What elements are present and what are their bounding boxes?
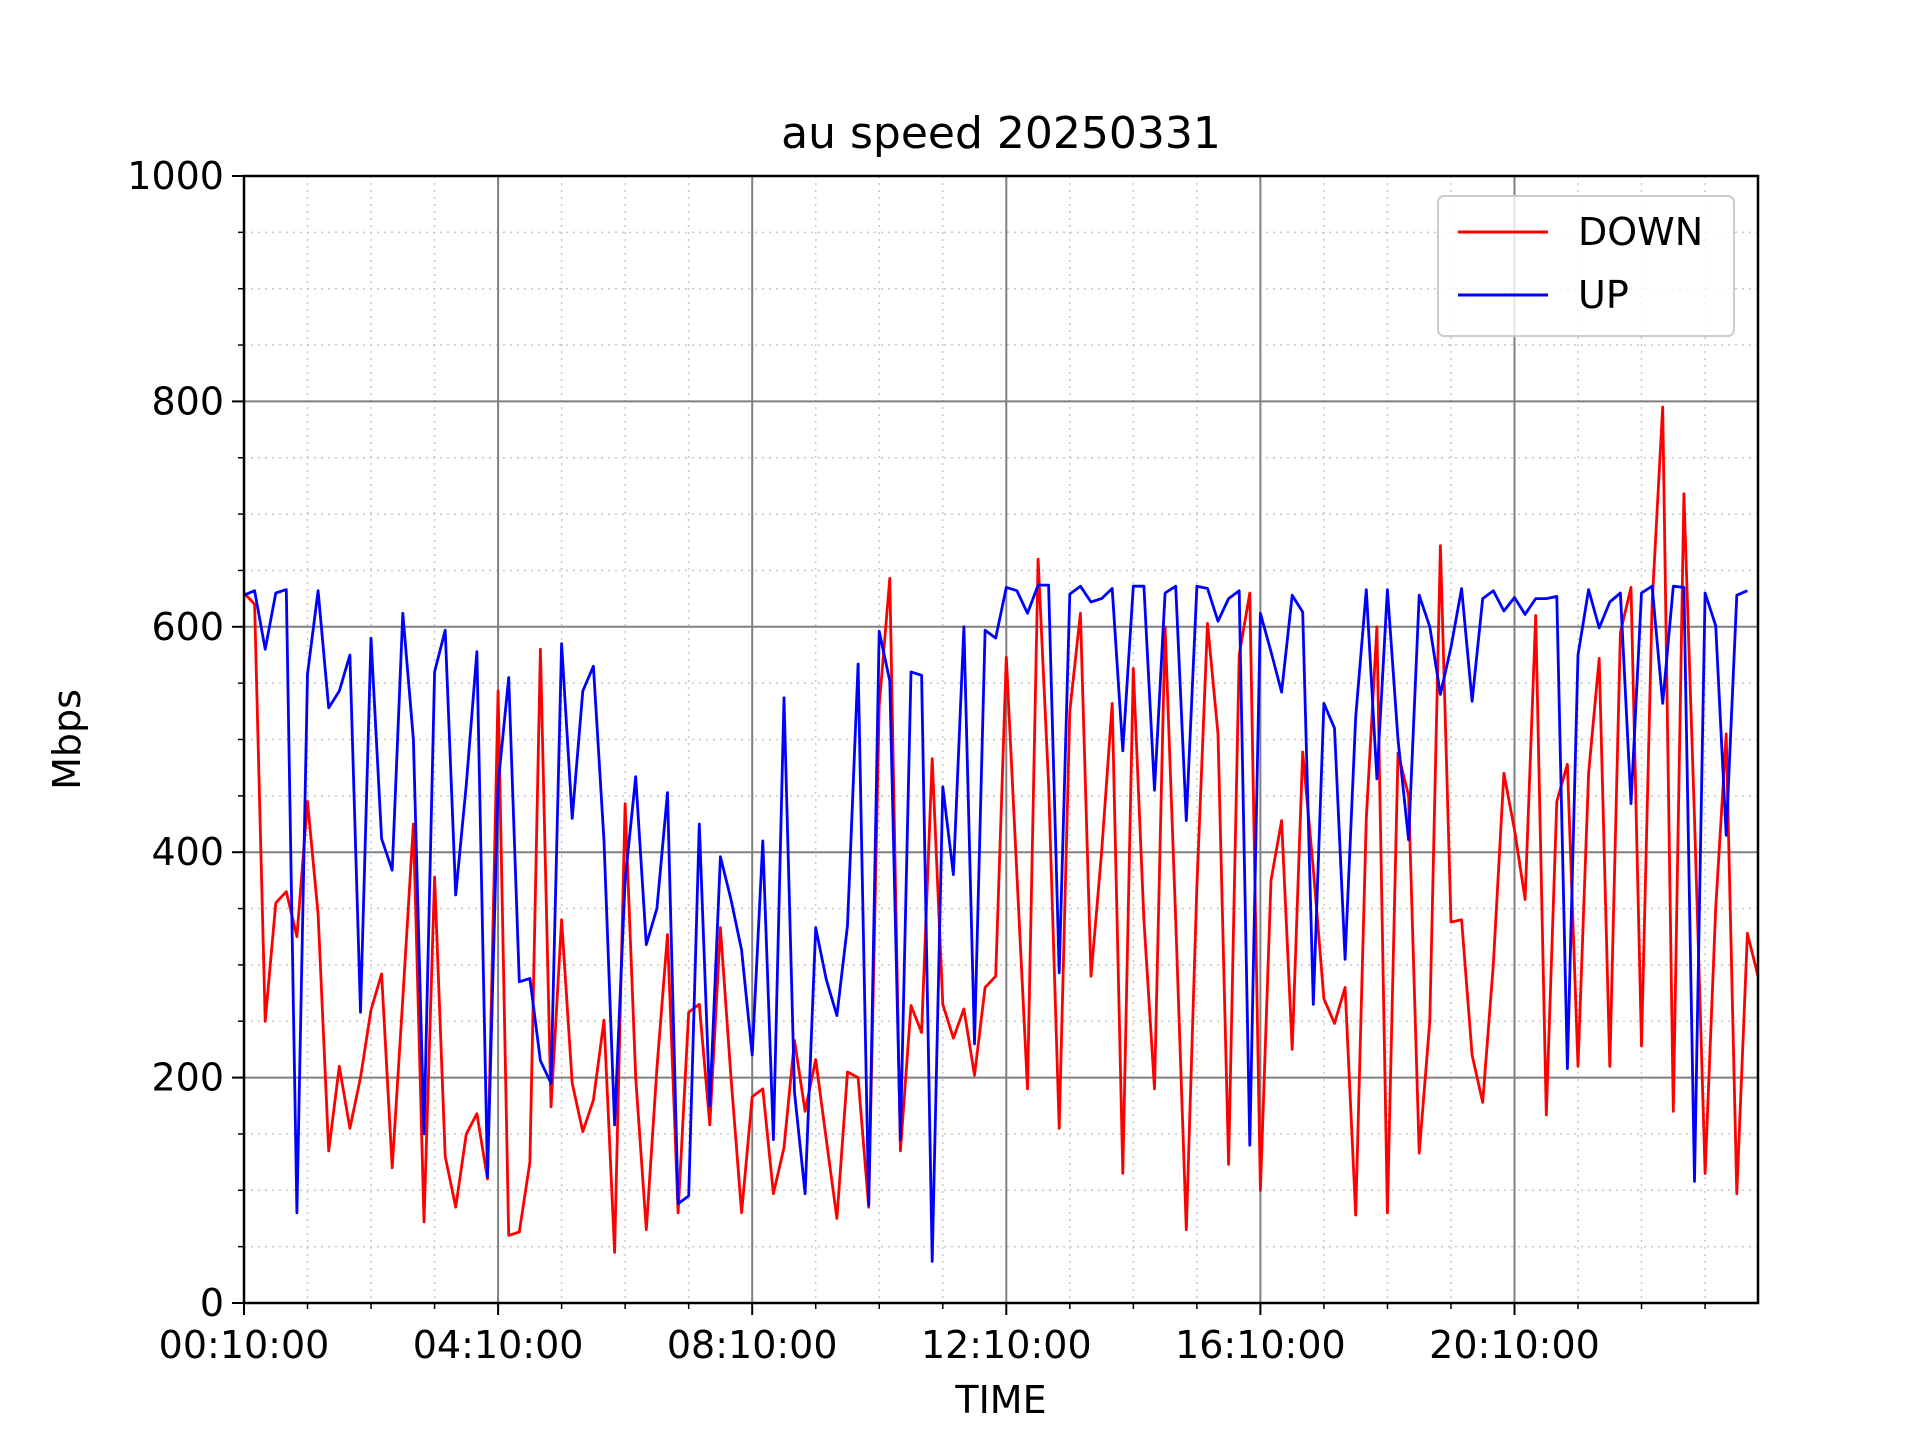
x-axis-label: TIME	[954, 1378, 1046, 1422]
x-tick-label: 04:10:00	[413, 1323, 584, 1367]
legend-label-down: DOWN	[1578, 210, 1703, 254]
y-tick-label: 1000	[127, 154, 224, 198]
y-tick-label: 800	[151, 379, 224, 423]
legend: DOWN UP	[1437, 195, 1735, 337]
y-tick-label: 600	[151, 605, 224, 649]
chart-title: au speed 20250331	[781, 108, 1221, 159]
axis-ticks: 00:10:00 04:10:00 08:10:00 12:10:00 16:10:00…	[127, 154, 1706, 1367]
y-tick-label: 400	[151, 830, 224, 874]
x-tick-label: 12:10:00	[921, 1323, 1092, 1367]
x-tick-label: 16:10:00	[1175, 1323, 1346, 1367]
x-tick-label: 08:10:00	[667, 1323, 838, 1367]
series-line-up	[243, 583, 1748, 1263]
series-line-down	[242, 405, 1760, 1254]
series-lines	[242, 405, 1760, 1263]
y-tick-label: 0	[200, 1281, 224, 1325]
y-tick-label: 200	[151, 1056, 224, 1100]
y-axis-label: Mbps	[45, 689, 89, 790]
legend-label-up: UP	[1578, 273, 1629, 317]
x-tick-label: 20:10:00	[1429, 1323, 1600, 1367]
x-tick-label: 00:10:00	[159, 1323, 330, 1367]
